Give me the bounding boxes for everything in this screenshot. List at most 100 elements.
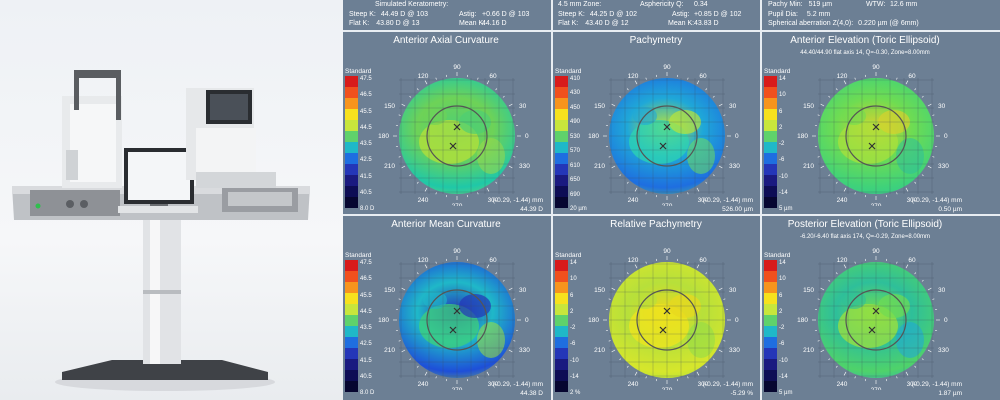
column-divider-1: [551, 0, 553, 400]
angle-label: 150: [384, 103, 395, 110]
angle-label: 120: [628, 257, 639, 264]
angle-label: 120: [628, 73, 639, 80]
scale-tick: 2: [570, 308, 574, 315]
relative-pachymetry-map[interactable]: Relative Pachymetry Standard 14 10 6 2 -2 -6 -10…: [553, 216, 759, 398]
cursor-coordinate: (-0.29, -1.44) mm: [911, 197, 962, 204]
angle-label: 90: [872, 248, 880, 255]
apex-marker: [453, 123, 461, 131]
pupil-center-marker: [868, 326, 876, 334]
cursor-value: -5.29 %: [730, 390, 753, 397]
angle-label: 300: [698, 197, 709, 204]
angle-label: 210: [803, 163, 814, 170]
row-divider: [343, 214, 1000, 216]
map-title: Anterior Axial Curvature: [393, 35, 499, 46]
scale-tick: 10: [779, 276, 786, 283]
angle-label: 90: [872, 64, 880, 71]
angle-label: 30: [729, 287, 737, 294]
cursor-value: 526.00 µm: [722, 206, 753, 213]
scale-tick: 42.5: [360, 341, 372, 348]
posterior-elevation-map[interactable]: Posterior Elevation (Toric Ellipsoid) -6.…: [762, 216, 968, 398]
mean-k-value: 44.16 D: [482, 20, 507, 27]
cursor-coordinate: (-0.29, -1.44) mm: [702, 381, 753, 388]
spherical-aberration-value: 0.220 µm (@ 6mm): [858, 20, 919, 27]
scale-tick: 530: [570, 133, 581, 140]
scale-standard-label: Standard: [764, 68, 791, 75]
cursor-coordinate: (-0.29, -1.44) mm: [492, 381, 543, 388]
scale-standard-label: Standard: [555, 252, 582, 259]
scale-tick: 490: [570, 119, 581, 126]
scale-tick: 6: [570, 292, 574, 299]
flat-k-value: 43.80 D @ 13: [376, 20, 420, 27]
scale-tick: 46.5: [360, 276, 372, 283]
corneal-map-plot[interactable]: 90 270 180 0 120 60 150 30 210 330 240 300: [575, 64, 755, 206]
pupil-center-marker: [659, 142, 667, 150]
pupil-circle: [426, 289, 488, 351]
angle-label: 330: [729, 347, 740, 354]
color-scale-bar: [764, 260, 777, 392]
angle-label: 60: [489, 257, 497, 264]
angle-label: 270: [452, 203, 463, 206]
scale-tick: 45.5: [360, 108, 372, 115]
anterior-mean-curvature-map[interactable]: Anterior Mean Curvature Standard 47.5 46.5 4…: [343, 216, 549, 398]
zone-flat-k-label: Flat K:: [558, 20, 579, 27]
column-divider-2: [760, 0, 762, 400]
angle-label: 240: [418, 197, 429, 204]
angle-label: 120: [837, 73, 848, 80]
scale-tick: -14: [779, 189, 788, 196]
scale-tick: 410: [570, 76, 581, 82]
angle-label: 30: [938, 287, 946, 294]
scale-tick: 8.0 D: [360, 390, 375, 396]
pachy-min-value: 519 µm: [808, 1, 833, 8]
scale-tick: 44.5: [360, 308, 372, 315]
scale-tick: 40.5: [360, 373, 372, 380]
tomography-device-image: [12, 70, 310, 391]
scale-tick: -14: [779, 373, 788, 380]
scale-standard-label: Standard: [345, 68, 372, 75]
angle-label: 210: [594, 347, 605, 354]
cursor-value: 0.50 µm: [938, 206, 962, 213]
map-subtitle: -6.20/-6.40 flat axis 174, Q=-0.29, Zone…: [799, 234, 931, 240]
angle-label: 120: [837, 257, 848, 264]
angle-label: 180: [797, 133, 808, 140]
corneal-map-plot[interactable]: 90 270 180 0 120 60 150 30 210 330 240 300: [575, 248, 755, 390]
angle-label: 300: [698, 381, 709, 388]
cursor-coordinate: (-0.29, -1.44) mm: [911, 381, 962, 388]
corneal-map-plot[interactable]: 90 270 180 0 120 60 150 30 210 330 240 300: [784, 64, 964, 206]
zone-astig-value: +0.85 D @ 102: [694, 10, 742, 18]
mean-k-label: Mean K:: [459, 20, 486, 27]
scale-tick: 42.5: [360, 157, 372, 164]
angle-label: 60: [699, 73, 707, 80]
scale-tick: 45.5: [360, 292, 372, 299]
zone-mean-k-label: Mean K:: [668, 20, 695, 27]
cursor-value: 1.87 µm: [938, 390, 962, 397]
anterior-elevation-map[interactable]: Anterior Elevation (Toric Ellipsoid) 44.4…: [762, 32, 968, 214]
wtw-value: 12.6 mm: [890, 1, 918, 8]
astig-value: +0.66 D @ 103: [482, 10, 530, 18]
scale-tick: 2 %: [570, 390, 581, 396]
anterior-axial-curvature-map[interactable]: Anterior Axial Curvature Standard 47.5 46.5…: [343, 32, 549, 214]
angle-label: 240: [628, 197, 639, 204]
pachymetry-map[interactable]: Pachymetry Standard 410 430 450 490 530 570 610 6…: [553, 32, 759, 214]
pupil-dia-value: 5.2 mm: [806, 10, 831, 18]
flat-k-label: Flat K:: [349, 20, 370, 27]
color-scale-bar: [555, 260, 568, 392]
scale-tick: 46.5: [360, 92, 372, 99]
corneal-map-plot[interactable]: 90 270 180 0 120 60 150 30 210 330 240 300: [784, 248, 964, 390]
angle-label: 300: [907, 197, 918, 204]
pentacam-analysis-panel: Simulated Keratometry: Steep K: 44.49 D …: [343, 0, 1000, 400]
pupil-circle: [426, 105, 488, 167]
corneal-map-plot[interactable]: 90 270 180 0 120 60 150 30 210 330 240 300: [365, 248, 545, 390]
scale-tick: 5 µm: [779, 206, 793, 212]
scale-tick: 14: [779, 76, 786, 82]
angle-label: 90: [453, 64, 461, 71]
apex-marker: [663, 307, 671, 315]
asphericity-value: 0.34: [694, 1, 708, 8]
scale-tick: -2: [779, 325, 785, 331]
scale-tick: 610: [570, 162, 581, 169]
corneal-map-plot[interactable]: 90 270 180 0 120 60 150 30 210 330 240 300: [365, 64, 545, 206]
angle-label: 150: [384, 287, 395, 294]
angle-label: 300: [488, 197, 499, 204]
angle-label: 30: [519, 103, 527, 110]
angle-label: 210: [594, 163, 605, 170]
pupil-circle: [636, 289, 698, 351]
